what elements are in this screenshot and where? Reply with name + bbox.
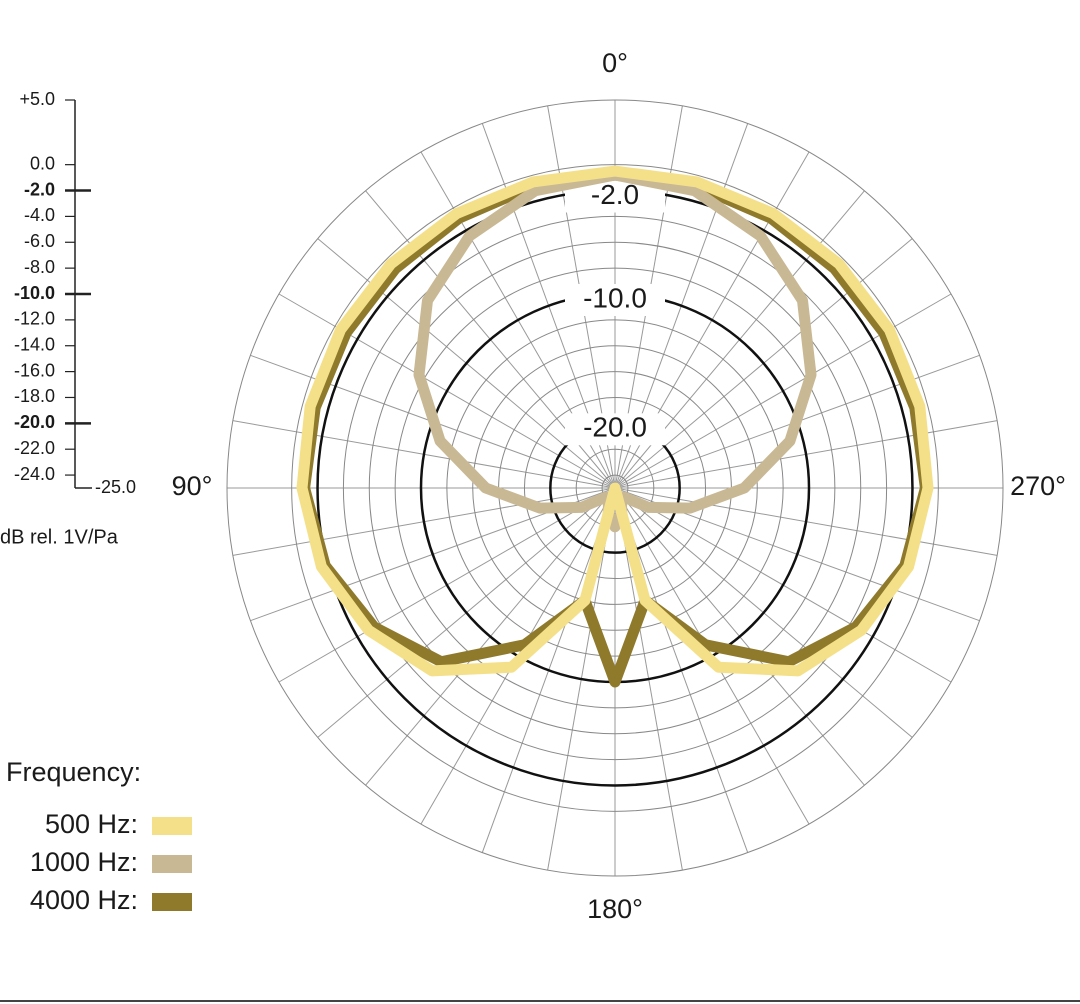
axis-tick-label: -24.0 bbox=[14, 464, 55, 484]
axis-tick-label: -25.0 bbox=[95, 477, 136, 497]
polar-curve bbox=[413, 169, 817, 533]
ring-label-bg bbox=[565, 284, 665, 316]
axis-tick-label: -6.0 bbox=[24, 231, 55, 251]
angle-label: 270° bbox=[1010, 471, 1066, 501]
ring bbox=[472, 345, 758, 631]
legend-label: 4000 Hz: bbox=[30, 885, 138, 915]
axis-tick-label: -16.0 bbox=[14, 360, 55, 380]
ring-label: -10.0 bbox=[583, 282, 647, 313]
ring bbox=[291, 164, 939, 812]
ring-label-bg bbox=[565, 413, 665, 446]
axis-tick-label: 0.0 bbox=[30, 153, 55, 173]
axis-tick-label: -20.0 bbox=[14, 412, 55, 432]
axis-tick-label: -8.0 bbox=[24, 257, 55, 277]
angle-label: 90° bbox=[172, 471, 213, 501]
axis-tick-label: -12.0 bbox=[14, 309, 55, 329]
legend-label: 500 Hz: bbox=[45, 809, 138, 839]
legend-swatch bbox=[152, 855, 192, 873]
angle-label: 180° bbox=[587, 894, 643, 924]
ring bbox=[523, 396, 707, 580]
ring-label: -2.0 bbox=[591, 179, 639, 210]
ring bbox=[368, 241, 862, 735]
ring-label: -20.0 bbox=[583, 412, 647, 443]
ring bbox=[342, 215, 888, 761]
axis-tick-label: -10.0 bbox=[14, 283, 55, 303]
legend-title: Frequency: bbox=[6, 757, 141, 787]
axis-tick-label: +5.0 bbox=[19, 89, 55, 109]
axis-tick-label: -18.0 bbox=[14, 386, 55, 406]
axis-tick-label: -14.0 bbox=[14, 334, 55, 354]
polar-curve bbox=[299, 169, 931, 688]
ring bbox=[446, 319, 784, 657]
axis-tick-label: -22.0 bbox=[14, 438, 55, 458]
legend-swatch bbox=[152, 817, 192, 835]
ring bbox=[226, 99, 1004, 877]
ring bbox=[394, 267, 836, 709]
axis-tick-label: -2.0 bbox=[24, 179, 55, 199]
legend-label: 1000 Hz: bbox=[30, 847, 138, 877]
axis-tick-label: -4.0 bbox=[24, 205, 55, 225]
angle-label: 0° bbox=[602, 48, 628, 78]
legend-swatch bbox=[152, 893, 192, 911]
polar-curve bbox=[296, 165, 934, 677]
axis-label: dB rel. 1V/Pa bbox=[0, 526, 119, 548]
